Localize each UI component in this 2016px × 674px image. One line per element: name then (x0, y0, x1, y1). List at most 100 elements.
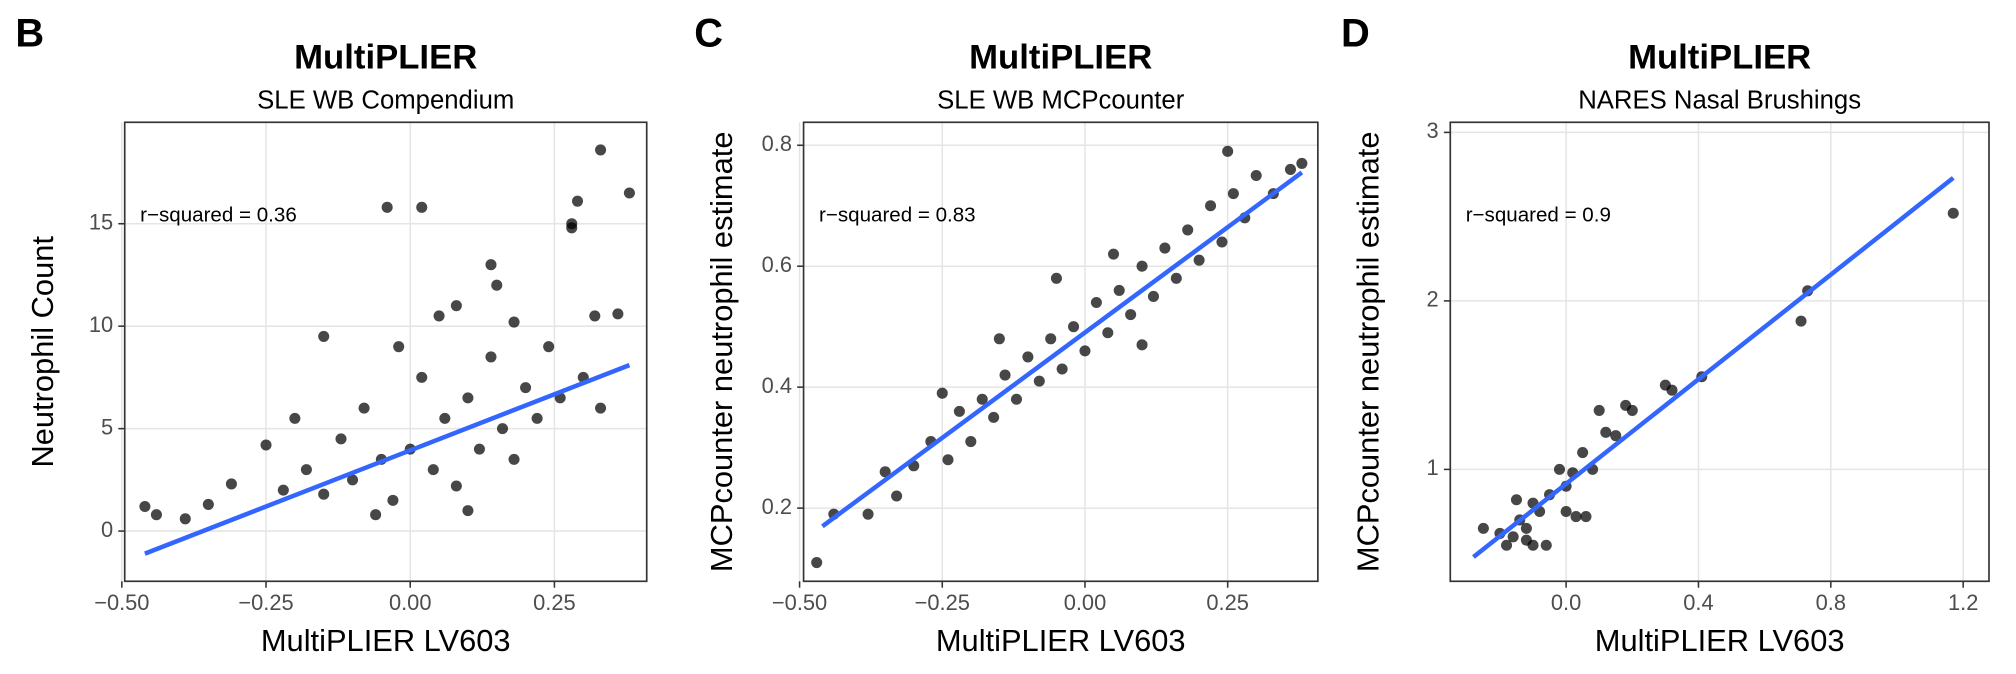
point (936, 387, 948, 399)
point (496, 423, 509, 435)
point (1216, 236, 1228, 248)
point (508, 453, 520, 465)
chart-subtitle: NARES Nasal Brushings (1578, 87, 1861, 115)
point (450, 300, 462, 312)
point (1520, 534, 1532, 546)
point (1068, 321, 1080, 333)
point (1136, 260, 1148, 272)
y-axis-label: Neutrophil Count (25, 236, 60, 468)
annotation: r−squared = 0.83 (819, 204, 976, 227)
y-tick-label: 10 (89, 312, 113, 337)
chart-subtitle: SLE WB Compendium (257, 87, 514, 115)
point (595, 402, 607, 414)
point (393, 341, 405, 353)
point (1033, 375, 1045, 387)
point (473, 443, 485, 455)
point (1540, 539, 1552, 551)
point (862, 508, 874, 520)
point (942, 454, 954, 466)
point (202, 498, 214, 510)
point (1600, 426, 1612, 438)
point (589, 310, 601, 322)
y-tick-label: 5 (101, 414, 113, 439)
x-axis-label: MultiPLIER LV603 (261, 623, 511, 658)
point (1182, 224, 1194, 236)
point (1125, 309, 1137, 321)
point (1507, 531, 1519, 543)
point (225, 478, 237, 490)
point (1227, 188, 1239, 200)
point (1045, 333, 1057, 345)
point (1056, 363, 1068, 375)
point (595, 144, 607, 156)
point (566, 222, 578, 234)
point (370, 509, 382, 521)
point (1205, 200, 1217, 212)
point (485, 259, 497, 271)
x-tick-label: 0.25 (1206, 590, 1249, 615)
x-axis-label: MultiPLIER LV603 (936, 623, 1186, 658)
point (1560, 505, 1572, 518)
y-tick-label: 0 (101, 517, 113, 542)
point (1553, 463, 1566, 475)
point (433, 310, 445, 322)
point (965, 436, 977, 448)
point (1250, 169, 1262, 182)
y-axis-label: MCPcounter neutrophil estimate (704, 131, 739, 572)
point (260, 439, 272, 451)
x-tick-label: 0.00 (1064, 590, 1107, 615)
fit-line (144, 363, 631, 556)
y-axis-label: MCPcounter neutrophil estimate (1351, 131, 1386, 572)
point (531, 412, 543, 424)
point (1570, 511, 1582, 523)
point (1610, 430, 1622, 442)
x-tick-label: 0.0 (1551, 590, 1581, 615)
panel-label: D (1341, 12, 1370, 56)
point (485, 351, 497, 363)
point (520, 382, 532, 394)
fit-line (1472, 176, 1955, 559)
x-tick-label: 1.2 (1948, 590, 1978, 615)
point (988, 411, 1000, 423)
chart-subtitle: SLE WB MCPcounter (937, 87, 1185, 115)
y-tick-label: 0.2 (762, 494, 792, 519)
point (491, 279, 503, 291)
point (1577, 447, 1589, 459)
fit-line (821, 170, 1304, 529)
point (543, 341, 555, 353)
point (289, 412, 301, 424)
point (179, 513, 191, 525)
x-tick-label: −0.25 (238, 590, 293, 615)
point (1520, 522, 1532, 534)
point (879, 466, 891, 478)
plot-border (802, 121, 1319, 583)
point (318, 330, 330, 342)
point (1079, 345, 1091, 357)
point (1050, 272, 1062, 284)
point (1510, 494, 1522, 506)
point (439, 412, 451, 424)
point (1147, 290, 1159, 302)
point (1170, 272, 1182, 284)
point (139, 500, 151, 513)
point (347, 474, 359, 486)
plot-background (124, 122, 647, 582)
point (1193, 254, 1205, 266)
point (300, 464, 312, 476)
point (612, 308, 624, 320)
x-tick-label: −0.50 (772, 590, 827, 615)
y-tick-label: 3 (1427, 118, 1439, 143)
point (1010, 393, 1023, 405)
point (1022, 351, 1034, 363)
point (1107, 248, 1120, 260)
point (416, 371, 428, 383)
chart-title: MultiPLIER (969, 38, 1152, 76)
point (462, 392, 474, 404)
point (427, 464, 439, 476)
point (1136, 339, 1148, 351)
plot-border (123, 121, 648, 583)
x-tick-label: 0.8 (1816, 590, 1846, 615)
point (1222, 145, 1234, 157)
point (450, 480, 462, 492)
